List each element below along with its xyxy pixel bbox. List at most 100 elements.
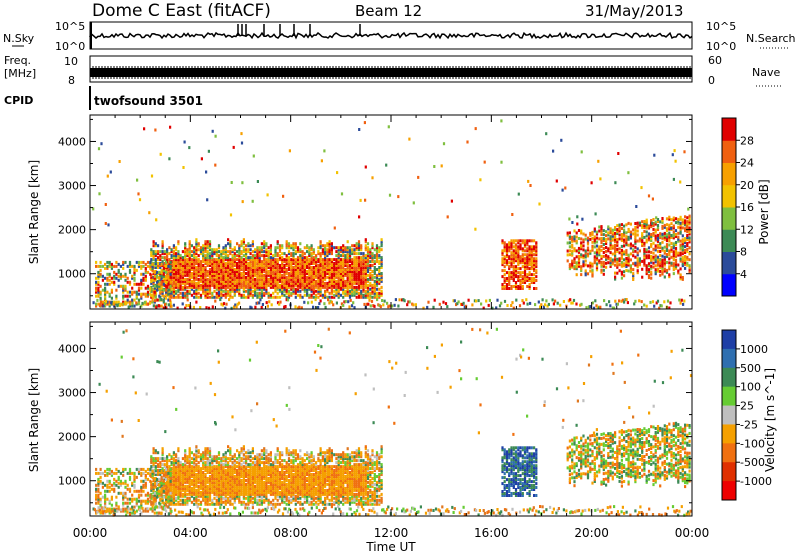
- echo-cell: [142, 260, 145, 264]
- echo-cell: [357, 248, 361, 252]
- echo-cell: [168, 157, 171, 161]
- echo-cell: [272, 285, 275, 289]
- echo-cell: [233, 305, 236, 309]
- echo-cell: [369, 248, 372, 252]
- echo-cell: [254, 254, 257, 258]
- echo-cell: [643, 251, 646, 255]
- echo-cell: [582, 248, 585, 252]
- echo-cell: [208, 252, 212, 256]
- echo-cell: [197, 469, 200, 472]
- echo-cell: [179, 275, 182, 279]
- echo-cell: [501, 261, 504, 265]
- echo-cell: [586, 236, 590, 240]
- echo-cell: [514, 249, 518, 253]
- echo-cell: [357, 273, 361, 277]
- echo-cell: [364, 295, 367, 299]
- echo-cell: [672, 252, 675, 256]
- echo-cell: [346, 260, 349, 264]
- echo-cell: [339, 266, 342, 269]
- echo-cell: [677, 231, 680, 235]
- echo-cell: [303, 283, 306, 287]
- echo-cell: [122, 260, 125, 264]
- echo-cell: [650, 250, 653, 254]
- echo-cell: [654, 248, 657, 252]
- echo-cell: [208, 260, 212, 264]
- echo-cell: [512, 273, 515, 277]
- echo-cell: [177, 275, 180, 279]
- echo-cell: [580, 231, 583, 235]
- echo-cell: [364, 198, 367, 202]
- echo-cell: [188, 488, 191, 492]
- echo-cell: [380, 291, 383, 295]
- echo-cell: [679, 253, 682, 257]
- echo-cell: [199, 467, 203, 471]
- echo-cell: [523, 281, 527, 284]
- echo-cell: [645, 304, 648, 308]
- echo-cell: [128, 304, 132, 308]
- echo-cell: [202, 475, 205, 478]
- echo-cell: [104, 286, 107, 290]
- echo-cell: [122, 294, 125, 298]
- echo-cell: [169, 125, 172, 129]
- echo-cell: [190, 283, 193, 287]
- echo-cell: [213, 270, 216, 273]
- echo-cell: [566, 259, 569, 263]
- echo-cell: [184, 484, 187, 488]
- echo-cell: [242, 266, 245, 269]
- echo-cell: [290, 252, 293, 256]
- echo-cell: [186, 502, 189, 506]
- echo-cell: [688, 240, 691, 244]
- echo-cell: [202, 488, 205, 492]
- echo-cell: [508, 275, 511, 279]
- echo-cell: [240, 252, 243, 256]
- echo-cell: [580, 150, 583, 154]
- echo-cell: [165, 276, 168, 280]
- echo-cell: [378, 295, 381, 299]
- echo-cell: [184, 475, 187, 478]
- echo-cell: [292, 273, 295, 277]
- echo-cell: [247, 273, 250, 277]
- echo-cell: [348, 291, 352, 295]
- echo-cell: [364, 244, 367, 248]
- echo-cell: [561, 188, 564, 192]
- echo-cell: [501, 257, 504, 261]
- echo-cell: [375, 279, 379, 283]
- echo-cell: [528, 249, 531, 253]
- echo-cell: [655, 216, 658, 220]
- echo-cell: [656, 235, 660, 239]
- echo-cell: [661, 224, 664, 228]
- echo-cell: [654, 238, 657, 242]
- echo-cell: [344, 260, 347, 264]
- echo-cell: [202, 283, 205, 287]
- echo-cell: [533, 259, 536, 263]
- echo-cell: [197, 484, 200, 488]
- echo-cell: [202, 477, 205, 480]
- echo-cell: [685, 225, 688, 229]
- echo-cell: [369, 275, 372, 279]
- echo-cell: [177, 484, 180, 488]
- echo-cell: [254, 258, 257, 262]
- echo-cell: [348, 272, 352, 275]
- echo-cell: [512, 253, 515, 257]
- echo-cell: [360, 275, 363, 279]
- echo-cell: [650, 264, 653, 268]
- echo-cell: [353, 264, 356, 267]
- echo-cell: [204, 477, 207, 480]
- echo-cell: [272, 256, 275, 260]
- echo-cell: [528, 267, 531, 271]
- echo-cell: [346, 268, 349, 271]
- echo-cell: [156, 274, 159, 278]
- echo-cell: [202, 250, 205, 254]
- echo-cell: [166, 475, 169, 478]
- echo-cell: [529, 184, 532, 187]
- echo-cell: [184, 461, 187, 465]
- echo-cell: [99, 284, 102, 288]
- echo-cell: [200, 157, 203, 161]
- echo-cell: [188, 455, 191, 459]
- echo-cell: [193, 496, 196, 500]
- echo-cell: [232, 145, 235, 149]
- echo-cell: [629, 268, 632, 272]
- echo-cell: [589, 249, 592, 253]
- echo-cell: [629, 234, 632, 238]
- echo-cell: [258, 295, 261, 299]
